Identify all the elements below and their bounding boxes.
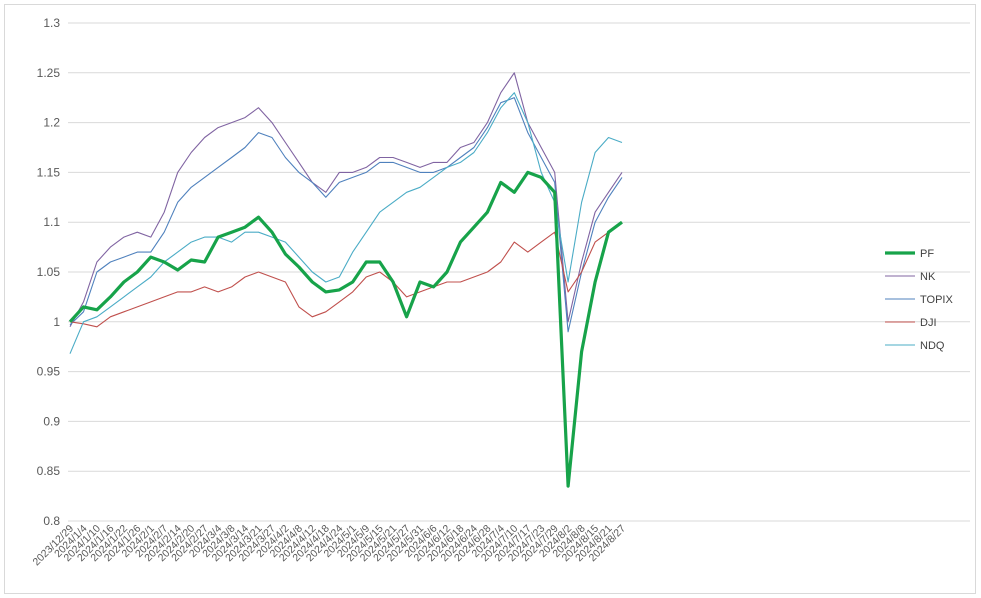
chart-frame: 0.8 0.85 0.9 0.95 1 1.05 1.1 1.15 1.2 1.25 1.3 202… [4, 4, 976, 594]
y-tick-label: 1.1 [43, 215, 60, 229]
series-line-pf [68, 170, 623, 488]
series-line-ndq [69, 92, 623, 354]
y-tick-label: 1.05 [37, 265, 61, 279]
y-tick-label: 0.9 [43, 414, 60, 428]
y-tick-label: 0.95 [37, 365, 61, 379]
y-tick-label: 1 [53, 315, 60, 329]
series-line-dji [69, 221, 623, 328]
y-tick-label: 1.15 [37, 165, 61, 179]
legend-label-ndq: NDQ [920, 340, 945, 352]
y-tick-label: 0.85 [37, 464, 61, 478]
series-lines [68, 72, 623, 488]
y-axis-ticks: 0.8 0.85 0.9 0.95 1 1.05 1.1 1.15 1.2 1.25 1.3 [37, 16, 61, 528]
line-chart: 0.8 0.85 0.9 0.95 1 1.05 1.1 1.15 1.2 1.25 1.3 202… [30, 16, 970, 569]
legend-label-pf: PF [920, 248, 934, 260]
legend-label-dji: DJI [920, 317, 937, 329]
legend-label-nk: NK [920, 271, 936, 283]
series-line-nk [69, 72, 623, 328]
series-line-topix [69, 97, 623, 333]
y-tick-label: 1.2 [43, 116, 60, 130]
gridlines [68, 22, 970, 522]
y-tick-label: 1.3 [43, 16, 60, 30]
x-axis-ticks: 2023/12/292024/1/42024/1/102024/1/162024… [30, 523, 628, 569]
y-tick-label: 0.8 [43, 514, 60, 528]
legend-label-topix: TOPIX [920, 294, 953, 306]
legend: PF NK TOPIX DJI NDQ [885, 248, 953, 352]
y-tick-label: 1.25 [37, 66, 61, 80]
